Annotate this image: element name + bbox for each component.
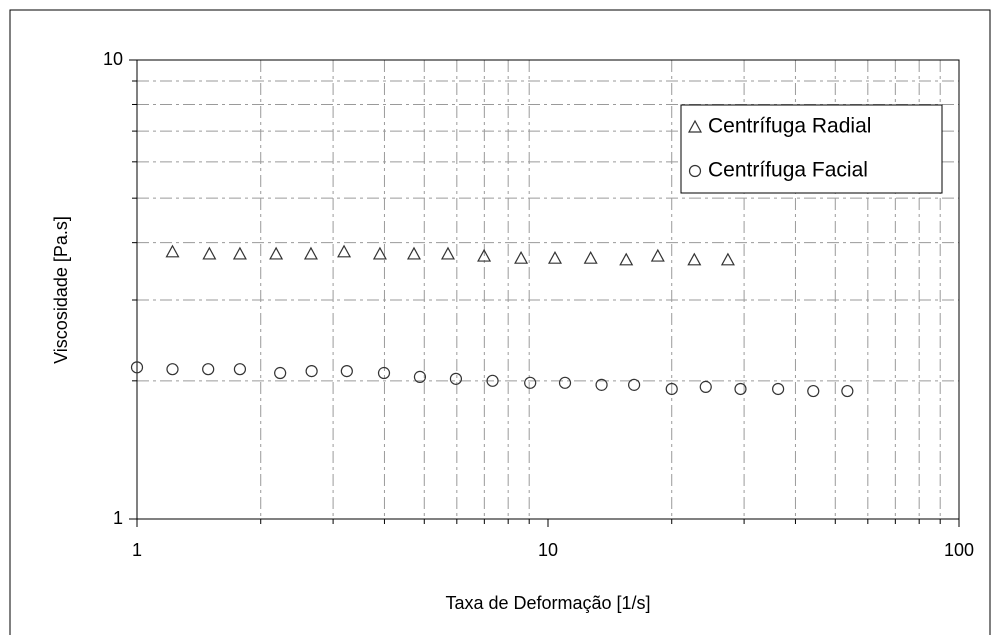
marker	[303, 246, 318, 260]
marker	[524, 376, 537, 389]
marker	[619, 252, 634, 266]
marker	[558, 376, 572, 389]
marker	[841, 384, 854, 398]
marker	[583, 250, 598, 264]
marker	[772, 382, 785, 396]
marker	[130, 361, 144, 374]
y-tick-label: 10	[103, 49, 123, 69]
x-axis-title: Taxa de Deformação [1/s]	[445, 593, 650, 613]
marker	[628, 378, 641, 391]
legend-box	[680, 104, 943, 194]
marker	[372, 246, 387, 260]
marker	[340, 365, 353, 378]
legend-label: Centrífuga Facial	[708, 159, 868, 182]
chart-frame	[9, 9, 991, 640]
marker	[699, 380, 712, 393]
legend-marker	[687, 119, 703, 133]
marker	[377, 366, 391, 380]
x-tick-label: 10	[538, 540, 558, 560]
marker	[337, 244, 352, 258]
y-axis-title: Viscosidade [Pa.s]	[51, 216, 71, 364]
marker	[413, 370, 427, 383]
marker	[547, 250, 563, 264]
legend-label: Centrífuga Radial	[708, 115, 871, 138]
marker	[406, 246, 422, 260]
marker	[165, 244, 180, 258]
marker	[687, 252, 702, 266]
marker	[514, 250, 529, 264]
marker	[202, 363, 215, 376]
marker	[650, 248, 665, 262]
x-tick-label: 100	[944, 540, 974, 560]
marker	[449, 372, 463, 385]
marker	[232, 246, 247, 260]
marker	[807, 384, 820, 398]
marker	[595, 378, 608, 391]
marker	[269, 246, 284, 260]
marker	[305, 365, 318, 378]
legend-marker	[688, 164, 702, 178]
marker	[274, 366, 287, 380]
marker	[486, 374, 499, 387]
marker	[720, 252, 735, 266]
marker	[477, 248, 492, 262]
marker	[233, 363, 247, 376]
marker	[734, 382, 747, 396]
marker	[440, 246, 455, 260]
x-tick-label: 1	[132, 540, 142, 560]
marker	[166, 363, 179, 376]
marker	[202, 246, 217, 260]
y-tick-label: 1	[113, 508, 123, 528]
marker	[665, 382, 678, 396]
